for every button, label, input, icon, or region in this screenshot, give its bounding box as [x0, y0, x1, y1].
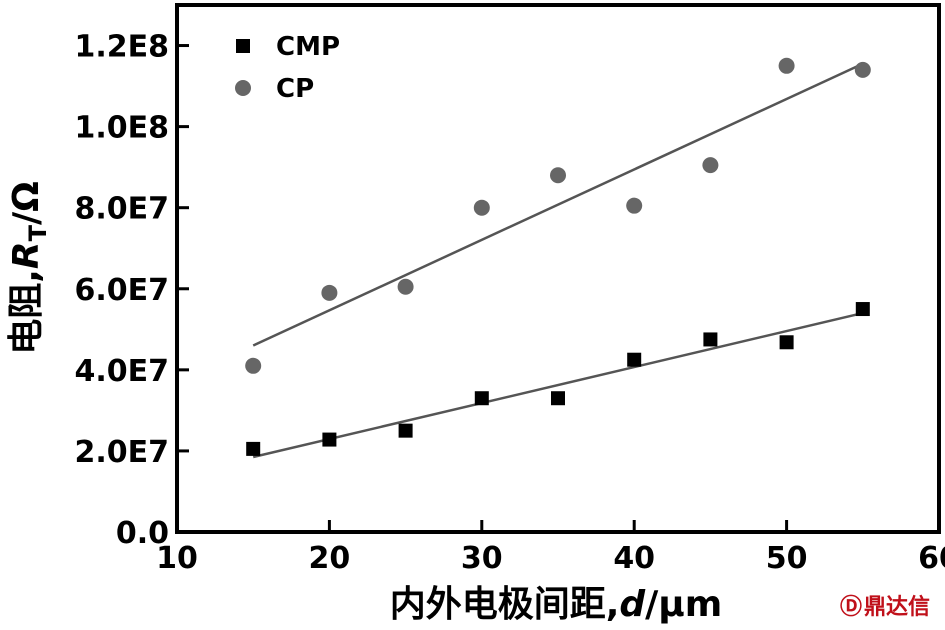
x-axis-title: 内外电极间距,d/μm	[390, 584, 723, 625]
point-cp	[778, 57, 795, 74]
x-tick-label: 30	[461, 541, 503, 576]
point-cmp	[474, 391, 489, 406]
y-axis-title-prefix: 电阻,	[6, 269, 47, 355]
point-cmp	[398, 423, 413, 438]
x-tick-label: 20	[309, 541, 351, 576]
x-axis-title-unit: /μm	[645, 584, 722, 625]
x-axis-title-prefix: 内外电极间距,	[390, 584, 620, 625]
point-cmp	[322, 432, 337, 447]
x-tick-label: 10	[156, 541, 198, 576]
y-tick-label: 4.0E7	[74, 354, 169, 389]
y-tick-label: 8.0E7	[74, 192, 169, 227]
fit-line-cp	[252, 62, 864, 347]
point-cp	[397, 278, 414, 295]
point-cmp	[551, 391, 565, 406]
x-tick-label: 60	[918, 541, 945, 576]
fit-line-cmp	[252, 311, 864, 459]
point-cmp	[855, 302, 870, 317]
watermark-logo-icon: Ⓓ	[840, 594, 862, 620]
y-tick-label: 1.2E8	[74, 30, 169, 65]
y-axis-title-sub: T	[24, 224, 52, 241]
point-cp	[854, 61, 871, 78]
point-cp	[626, 197, 643, 214]
x-tick-label: 40	[613, 541, 655, 576]
point-cp	[702, 157, 719, 174]
y-tick-label: 6.0E7	[74, 273, 169, 308]
point-cmp	[246, 441, 261, 456]
legend: CMP CP	[235, 32, 340, 104]
y-axis: 0.0 2.0E7 4.0E7 6.0E7 8.0E7 1.0E8 1.2E8	[74, 30, 189, 551]
legend-marker-cmp	[236, 39, 250, 53]
point-cp	[321, 284, 338, 301]
y-axis-title-unit: /Ω	[6, 181, 47, 225]
point-cp	[245, 357, 262, 374]
x-tick-label: 50	[766, 541, 808, 576]
y-tick-label: 2.0E7	[74, 435, 169, 470]
point-cmp	[703, 332, 718, 347]
point-cp	[550, 167, 566, 184]
point-cp	[473, 199, 490, 216]
y-axis-title: 电阻,RT/Ω	[6, 181, 52, 355]
legend-label-cmp: CMP	[276, 32, 340, 62]
x-axis: 10 20 30 40 50 60	[156, 520, 945, 576]
watermark-text: 鼎达信	[864, 594, 930, 620]
fit-lines	[252, 62, 864, 459]
y-tick-label: 1.0E8	[74, 111, 169, 146]
data-points	[245, 57, 871, 456]
point-cmp	[627, 352, 642, 367]
legend-label-cp: CP	[276, 74, 314, 104]
legend-marker-cp	[235, 80, 251, 96]
point-cmp	[779, 335, 794, 350]
watermark: Ⓓ 鼎达信	[840, 594, 930, 620]
y-tick-label: 0.0	[116, 516, 169, 551]
x-axis-title-var: d	[619, 584, 646, 625]
y-axis-title-var: R	[6, 241, 47, 269]
plot-frame	[175, 3, 941, 534]
